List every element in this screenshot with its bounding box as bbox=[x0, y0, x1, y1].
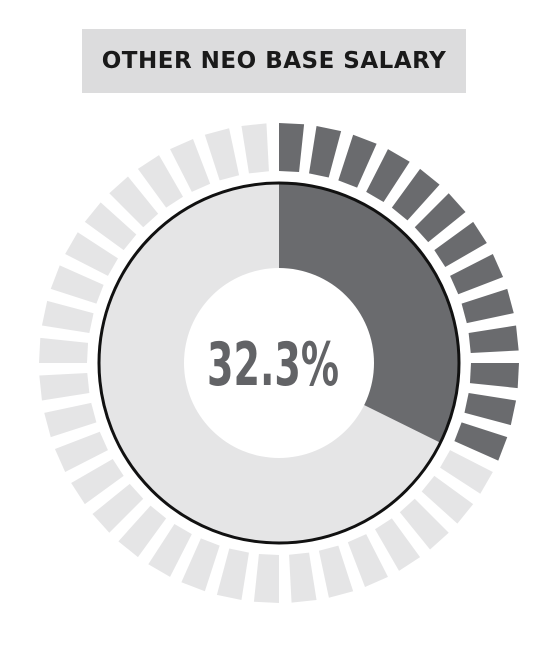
tick-segment-empty bbox=[399, 498, 449, 550]
tick-segment-filled bbox=[279, 123, 305, 173]
title-box: OTHER NEO BASE SALARY bbox=[82, 29, 466, 93]
tick-segment-filled bbox=[464, 393, 517, 426]
tick-segment-filled bbox=[454, 422, 508, 461]
tick-segment-filled bbox=[309, 125, 342, 178]
center-disc bbox=[184, 268, 374, 458]
tick-segment-filled bbox=[461, 288, 514, 324]
tick-segment-empty bbox=[347, 534, 388, 588]
tick-segment-filled bbox=[338, 134, 377, 188]
tick-segment-filled bbox=[414, 193, 466, 243]
tick-segment-filled bbox=[366, 149, 410, 202]
tick-segment-empty bbox=[289, 552, 317, 603]
tick-segment-empty bbox=[148, 524, 192, 577]
tick-segment-filled bbox=[450, 254, 504, 295]
tick-segment-filled bbox=[468, 325, 519, 353]
pie-outline bbox=[97, 181, 461, 545]
tick-segment-empty bbox=[118, 505, 167, 558]
tick-segment-empty bbox=[318, 545, 354, 598]
tick-segment-empty bbox=[241, 123, 269, 174]
tick-segment-empty bbox=[216, 548, 249, 601]
tick-segment-empty bbox=[65, 232, 118, 276]
tick-segment-empty bbox=[109, 176, 159, 228]
tick-segment-empty bbox=[71, 459, 124, 505]
tick-segment-empty bbox=[421, 475, 474, 524]
tick-segment-empty bbox=[41, 300, 94, 333]
tick-segment-filled bbox=[391, 168, 440, 221]
tick-segment-filled bbox=[469, 363, 519, 389]
tick-segment-empty bbox=[54, 431, 108, 472]
tick-segment-empty bbox=[44, 402, 97, 438]
tick-segment-empty bbox=[92, 483, 144, 533]
percentage-label: 32.3% bbox=[207, 330, 339, 400]
tick-segment-empty bbox=[181, 538, 220, 592]
tick-segment-empty bbox=[50, 265, 104, 304]
tick-segment-empty bbox=[137, 155, 183, 208]
chart-title: OTHER NEO BASE SALARY bbox=[101, 48, 447, 74]
tick-segment-empty bbox=[39, 337, 89, 363]
tick-segment-empty bbox=[39, 373, 90, 401]
tick-ring bbox=[39, 123, 519, 603]
tick-segment-empty bbox=[170, 138, 211, 192]
tick-segment-empty bbox=[253, 553, 279, 603]
tick-segment-empty bbox=[84, 202, 137, 251]
tick-segment-empty bbox=[440, 450, 493, 494]
tick-segment-empty bbox=[204, 128, 240, 181]
tick-segment-empty bbox=[375, 518, 421, 571]
tick-segment-filled bbox=[434, 221, 487, 267]
